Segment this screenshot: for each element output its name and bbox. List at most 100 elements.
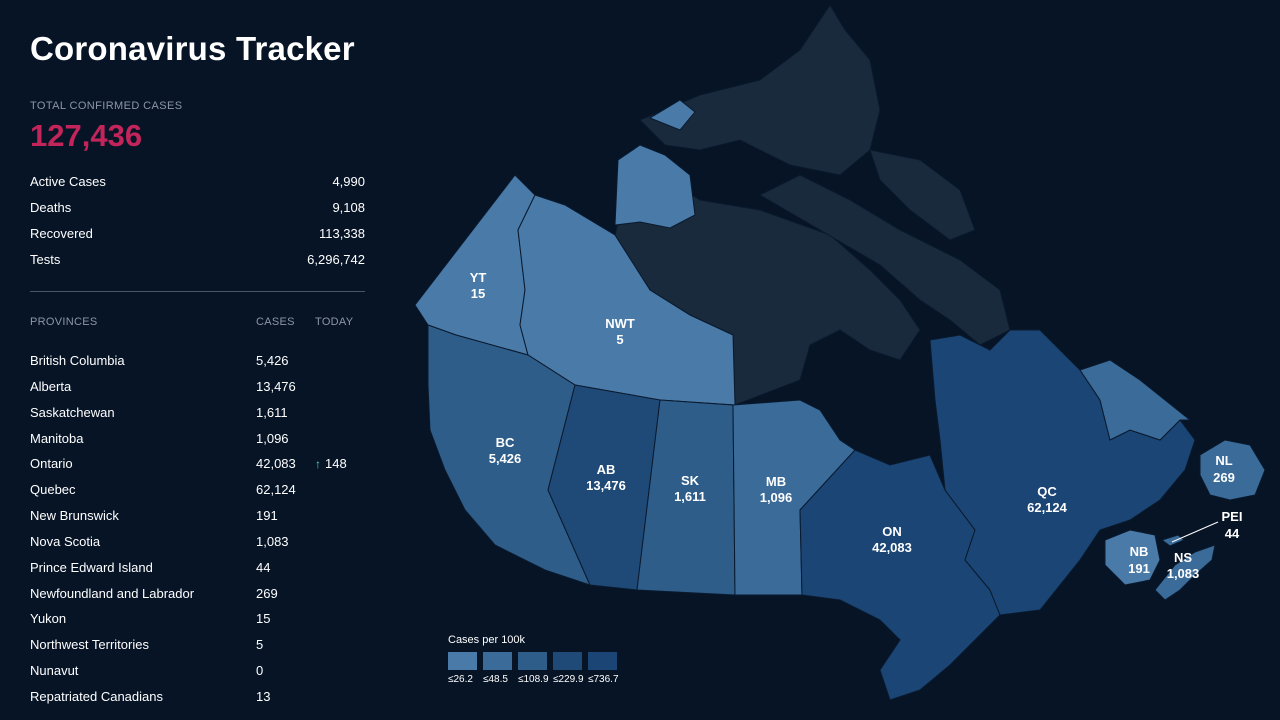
legend-swatch — [448, 652, 477, 670]
stat-value: 113,338 — [318, 226, 365, 241]
map-svg: YT 15 NWT 5 BC 5,426 AB 13,476 SK 1,611 … — [414, 4, 1266, 701]
province-name: Nova Scotia — [30, 533, 101, 549]
province-name: Alberta — [30, 378, 72, 394]
summary-stats: Active Cases 4,990 Deaths 9,108 Recovere… — [30, 174, 365, 278]
region-pei[interactable] — [1160, 534, 1185, 547]
table-row: Yukon 15 — [30, 611, 365, 637]
label-bc-cases: 5,426 — [489, 451, 522, 466]
stat-value: 9,108 — [332, 200, 365, 215]
province-cases: 1,611 — [256, 404, 288, 420]
region-ab[interactable] — [547, 384, 661, 591]
stat-label: Active Cases — [30, 174, 106, 189]
province-cases: 191 — [256, 508, 278, 524]
table-row: Repatriated Canadians 13 — [30, 689, 365, 715]
stat-value: 4,990 — [332, 174, 365, 189]
label-nwt-abbr: NWT — [605, 316, 635, 331]
header-provinces: PROVINCES — [30, 316, 98, 328]
label-ns-abbr: NS — [1174, 550, 1192, 565]
province-cases: 44 — [256, 559, 271, 575]
arrow-up-icon: ↑ — [315, 457, 321, 472]
province-name: Manitoba — [30, 430, 84, 446]
region-bc[interactable] — [427, 324, 591, 586]
total-cases-label: TOTAL CONFIRMED CASES — [30, 100, 183, 112]
province-cases: 13,476 — [256, 378, 296, 394]
legend-label: ≤48.5 — [483, 674, 508, 685]
legend-labels: ≤26.2 ≤48.5 ≤108.9 ≤229.9 ≤736.7 — [448, 674, 648, 685]
pei-callout-line — [1171, 521, 1219, 543]
map-legend: Cases per 100k ≤26.2 ≤48.5 ≤108.9 ≤229.9… — [448, 634, 648, 685]
table-row: British Columbia 5,426 — [30, 353, 365, 379]
province-cases: 269 — [256, 585, 278, 601]
stat-row-active: Active Cases 4,990 — [30, 174, 365, 200]
label-ns-cases: 1,083 — [1167, 566, 1200, 581]
province-cases: 1,083 — [256, 533, 289, 549]
region-nwt-island[interactable] — [614, 99, 696, 229]
label-pei-abbr: PEI — [1222, 509, 1243, 524]
provinces-table: British Columbia 5,426 Alberta 13,476 Saskat… — [30, 353, 365, 715]
legend-swatches — [448, 652, 648, 670]
region-qc[interactable] — [929, 329, 1196, 616]
label-ab-abbr: AB — [597, 462, 616, 477]
table-row: New Brunswick 191 — [30, 508, 365, 534]
table-row: Manitoba 1,096 — [30, 431, 365, 457]
province-name: Repatriated Canadians — [30, 688, 163, 704]
label-sk-cases: 1,611 — [674, 489, 706, 504]
stats-sidebar: Coronavirus Tracker TOTAL CONFIRMED CASE… — [30, 0, 365, 720]
legend-swatch — [483, 652, 512, 670]
label-qc-abbr: QC — [1037, 484, 1057, 499]
table-row: Nova Scotia 1,083 — [30, 534, 365, 560]
stat-row-tests: Tests 6,296,742 — [30, 252, 365, 278]
label-mb-abbr: MB — [766, 474, 786, 489]
page-title: Coronavirus Tracker — [30, 30, 355, 67]
today-value: 148 — [325, 456, 347, 472]
region-ns[interactable] — [1154, 544, 1216, 601]
province-name: New Brunswick — [30, 508, 119, 524]
legend-swatch — [518, 652, 547, 670]
divider — [30, 291, 365, 292]
legend-label: ≤108.9 — [518, 674, 549, 685]
province-name: Northwest Territories — [30, 637, 149, 653]
label-on-cases: 42,083 — [872, 540, 912, 555]
label-nl-cases: 269 — [1213, 470, 1235, 485]
table-row: Nunavut 0 — [30, 663, 365, 689]
province-name: Newfoundland and Labrador — [30, 585, 195, 601]
table-row: Alberta 13,476 — [30, 379, 365, 405]
stat-label: Recovered — [30, 226, 93, 241]
stat-value: 6,296,742 — [307, 252, 365, 267]
label-qc-cases: 62,124 — [1027, 500, 1068, 515]
province-name: Prince Edward Island — [30, 559, 153, 575]
legend-label: ≤26.2 — [448, 674, 473, 685]
region-nl[interactable] — [1079, 359, 1266, 501]
province-name: Saskatchewan — [30, 404, 115, 420]
province-cases: 42,083 — [256, 456, 296, 472]
province-name: British Columbia — [30, 353, 125, 368]
label-nwt-cases: 5 — [616, 332, 623, 347]
legend-title: Cases per 100k — [448, 634, 526, 646]
legend-label: ≤229.9 — [553, 674, 584, 685]
region-nb[interactable] — [1104, 529, 1161, 586]
province-name: Yukon — [30, 611, 67, 627]
total-cases-value: 127,436 — [30, 118, 143, 153]
header-today: TODAY — [315, 316, 354, 328]
province-cases: 5,426 — [256, 353, 289, 368]
label-ab-cases: 13,476 — [586, 478, 626, 493]
label-sk-abbr: SK — [681, 473, 700, 488]
province-today: ↑ 148 — [315, 456, 347, 471]
stat-row-recovered: Recovered 113,338 — [30, 226, 365, 252]
canada-map: YT 15 NWT 5 BC 5,426 AB 13,476 SK 1,611 … — [395, 0, 1280, 720]
label-nl-abbr: NL — [1215, 453, 1232, 468]
table-row: Newfoundland and Labrador 269 — [30, 586, 365, 612]
province-cases: 13 — [256, 688, 271, 704]
region-nu[interactable] — [519, 4, 1011, 406]
legend-label: ≤736.7 — [588, 674, 619, 685]
province-cases: 1,096 — [256, 430, 289, 446]
table-row: Prince Edward Island 44 — [30, 560, 365, 586]
province-cases: 15 — [256, 611, 271, 627]
province-name: Ontario — [30, 456, 73, 472]
stat-row-deaths: Deaths 9,108 — [30, 200, 365, 226]
table-row: Saskatchewan 1,611 — [30, 405, 365, 431]
legend-swatch — [553, 652, 582, 670]
table-row: Quebec 62,124 — [30, 482, 365, 508]
province-name: Nunavut — [30, 663, 79, 679]
label-on-abbr: ON — [882, 524, 902, 539]
